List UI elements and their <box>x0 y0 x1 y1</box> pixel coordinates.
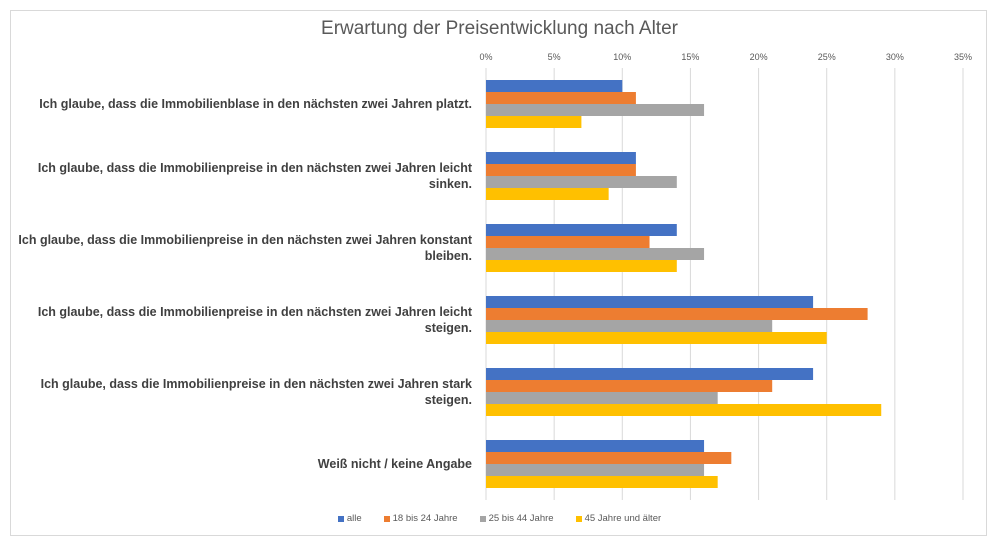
bar <box>486 248 705 260</box>
category-label: Weiß nicht / keine Angabe <box>317 457 472 471</box>
bar <box>486 188 609 200</box>
legend-swatch <box>337 515 344 522</box>
bar <box>486 476 718 488</box>
legend-label: 18 bis 24 Jahre <box>392 513 458 524</box>
bar <box>486 464 705 476</box>
category-label: Ich glaube, dass die Immobilienpreise in… <box>18 233 472 263</box>
category-label: Ich glaube, dass die Immobilienblase in … <box>39 97 472 111</box>
legend-swatch <box>383 515 390 522</box>
bar <box>486 176 677 188</box>
bar <box>486 320 773 332</box>
legend-label: 25 bis 44 Jahre <box>488 513 554 524</box>
bar <box>486 260 677 272</box>
x-tick-label: 30% <box>886 52 904 62</box>
legend-item: 18 bis 24 Jahre <box>383 513 458 524</box>
legend-item: 25 bis 44 Jahre <box>479 513 554 524</box>
legend-label: alle <box>346 513 362 524</box>
legend-swatch <box>479 515 486 522</box>
bar <box>486 164 636 176</box>
bar <box>486 440 705 452</box>
bar <box>486 116 582 128</box>
category-label: Ich glaube, dass die Immobilienpreise in… <box>37 305 472 335</box>
legend: alle 18 bis 24 Jahre 25 bis 44 Jahre 45 Jah… <box>0 513 999 524</box>
chart-title: Erwartung der Preisentwicklung nach Alte… <box>321 18 678 39</box>
bar <box>486 332 827 344</box>
bar <box>486 296 814 308</box>
category-label: Ich glaube, dass die Immobilienpreise in… <box>37 161 472 191</box>
bar <box>486 404 882 416</box>
x-tick-label: 10% <box>613 52 631 62</box>
bar <box>486 380 773 392</box>
bar <box>486 308 868 320</box>
x-tick-label: 0% <box>479 52 492 62</box>
legend-item: 45 Jahre und älter <box>575 513 662 524</box>
chart-frame <box>10 10 987 536</box>
bar <box>486 224 677 236</box>
legend-label: 45 Jahre und älter <box>584 513 662 524</box>
legend-swatch <box>575 515 582 522</box>
bar <box>486 92 636 104</box>
bar <box>486 392 718 404</box>
bar <box>486 452 732 464</box>
x-tick-label: 20% <box>750 52 768 62</box>
category-label: Ich glaube, dass die Immobilienpreise in… <box>40 377 472 407</box>
legend-item: alle <box>337 513 362 524</box>
bar <box>486 152 636 164</box>
bar <box>486 80 623 92</box>
x-tick-label: 5% <box>548 52 561 62</box>
x-tick-label: 25% <box>818 52 836 62</box>
bar <box>486 368 814 380</box>
bar <box>486 236 650 248</box>
x-tick-label: 35% <box>954 52 972 62</box>
x-tick-label: 15% <box>681 52 699 62</box>
bar <box>486 104 705 116</box>
